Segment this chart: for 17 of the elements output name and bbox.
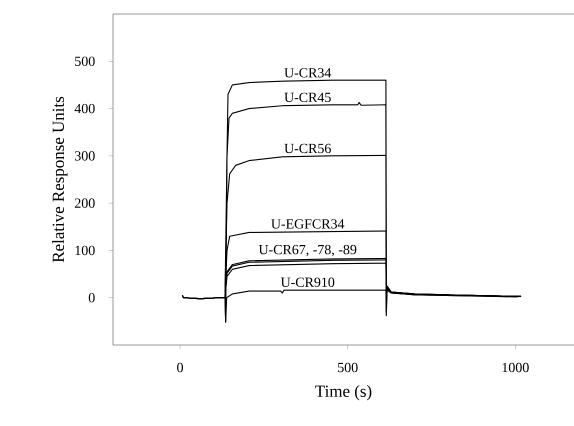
y-tick-label: 500 bbox=[75, 56, 95, 66]
series-label: U-CR56 bbox=[284, 144, 331, 154]
series-label: U-CR45 bbox=[284, 92, 331, 102]
x-tick-label: 500 bbox=[338, 362, 358, 372]
x-tick-label: 0 bbox=[177, 362, 184, 372]
y-tick-label: 400 bbox=[74, 104, 95, 114]
x-tick-label: 1000 bbox=[502, 362, 529, 372]
x-axis-title: Time (s) bbox=[315, 385, 372, 400]
y-tick-label: 0 bbox=[88, 293, 95, 302]
y-tick-label: 200 bbox=[74, 198, 95, 208]
series-label: U-EGFCR34 bbox=[271, 219, 344, 229]
y-tick-label: 100 bbox=[76, 246, 95, 256]
series-label: U-CR34 bbox=[284, 68, 332, 78]
series-label: U-CR67, -78, -89 bbox=[258, 244, 356, 256]
series-label: U-CR910 bbox=[280, 278, 334, 287]
y-tick-label: 300 bbox=[74, 151, 95, 161]
y-axis-title: Relative Response Units bbox=[52, 96, 68, 262]
